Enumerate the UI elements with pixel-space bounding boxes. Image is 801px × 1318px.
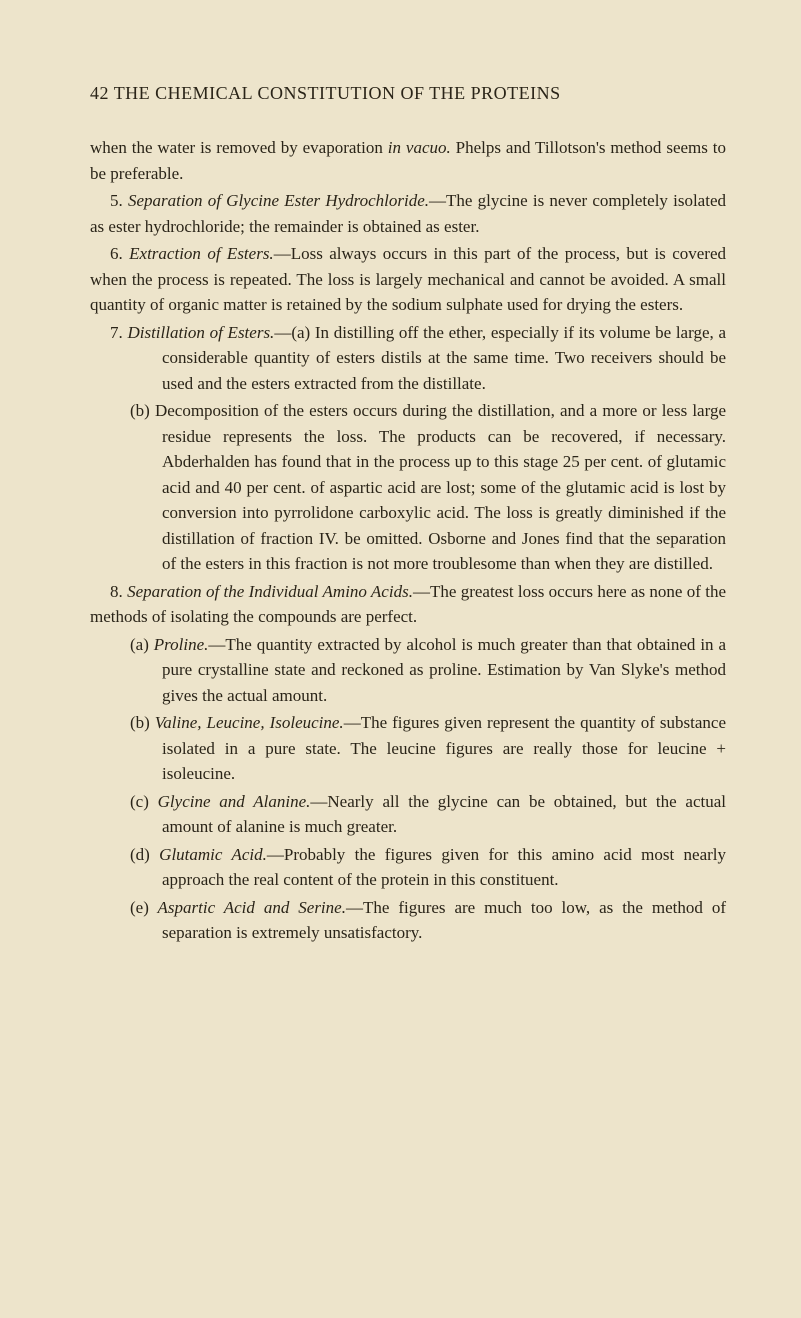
- text: 8.: [110, 582, 127, 601]
- italic-text: Glycine and Alanine.: [149, 792, 311, 811]
- page-header: 42 THE CHEMICAL CONSTITUTION OF THE PROT…: [90, 80, 726, 107]
- list-label: (d): [130, 845, 150, 864]
- italic-text: in vacuo.: [388, 138, 451, 157]
- paragraph-6: 6. Extraction of Esters.—Loss always occ…: [90, 241, 726, 318]
- text: —The quantity extracted by alcohol is mu…: [162, 635, 726, 705]
- italic-text: Aspartic Acid and Serine.: [149, 898, 346, 917]
- list-label: (b): [130, 713, 150, 732]
- header-title: THE CHEMICAL CONSTITUTION OF THE PROTEIN…: [114, 83, 561, 103]
- text: Decomposition of the esters occurs durin…: [150, 401, 726, 573]
- italic-text: Glutamic Acid.: [150, 845, 267, 864]
- item-e: (e) Aspartic Acid and Serine.—The figure…: [90, 895, 726, 946]
- item-a: (a) Proline.—The quantity extracted by a…: [90, 632, 726, 709]
- item-7b: (b) Decomposition of the esters occurs d…: [90, 398, 726, 577]
- list-label: (e): [130, 898, 149, 917]
- list-label: (c): [130, 792, 149, 811]
- text: 5.: [110, 191, 128, 210]
- text: when the water is removed by evaporation: [90, 138, 388, 157]
- item-7a: 7. Distillation of Esters.—(a) In distil…: [90, 320, 726, 397]
- paragraph-8: 8. Separation of the Individual Amino Ac…: [90, 579, 726, 630]
- page-content: 42 THE CHEMICAL CONSTITUTION OF THE PROT…: [0, 0, 801, 1008]
- italic-text: Proline.: [149, 635, 209, 654]
- page-number: 42: [90, 83, 109, 103]
- list-label: (b): [130, 401, 150, 420]
- text: 6.: [110, 244, 129, 263]
- italic-text: Separation of Glycine Ester Hydrochlorid…: [128, 191, 429, 210]
- italic-text: Valine, Leucine, Isoleucine.: [150, 713, 344, 732]
- text: 7.: [110, 323, 127, 342]
- italic-text: Separation of the Individual Amino Acids…: [127, 582, 413, 601]
- item-c: (c) Glycine and Alanine.—Nearly all the …: [90, 789, 726, 840]
- italic-text: Extraction of Esters.: [129, 244, 274, 263]
- italic-text: Distillation of Esters.: [127, 323, 274, 342]
- item-b: (b) Valine, Leucine, Isoleucine.—The fig…: [90, 710, 726, 787]
- item-d: (d) Glutamic Acid.—Probably the figures …: [90, 842, 726, 893]
- paragraph-continuation: when the water is removed by evaporation…: [90, 135, 726, 186]
- list-label: (a): [130, 635, 149, 654]
- paragraph-5: 5. Separation of Glycine Ester Hydrochlo…: [90, 188, 726, 239]
